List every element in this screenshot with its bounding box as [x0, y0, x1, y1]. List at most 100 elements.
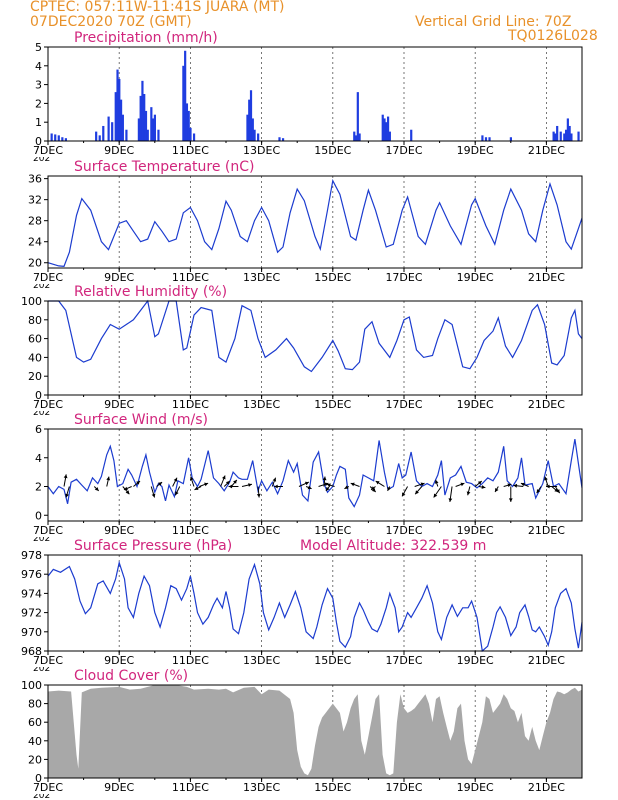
- cloud-cover-year-label: 2020: [33, 791, 56, 800]
- wind-arrow-head: [434, 479, 439, 484]
- wind-arrow-head: [513, 483, 518, 488]
- precipitation-bar: [353, 131, 356, 141]
- precipitation-bar: [125, 129, 128, 141]
- header-run-date: 07DEC2020 70Z (GMT): [30, 14, 192, 30]
- pressure-year-label: 2020: [33, 664, 56, 674]
- precipitation-bar: [184, 50, 187, 142]
- precipitation-bar: [114, 92, 117, 141]
- precipitation-ytick-label: 2: [35, 97, 42, 110]
- pressure-xtick-label: 21DEC: [528, 654, 565, 667]
- pressure-series-line: [47, 560, 583, 653]
- temperature-xtick-label: 15DEC: [314, 271, 351, 284]
- temperature-ytick-label: 28: [28, 215, 42, 228]
- precipitation-bar: [386, 116, 390, 141]
- wind-arrow-head: [194, 486, 199, 490]
- wind-arrow-head: [402, 492, 406, 497]
- precipitation-bar: [385, 122, 388, 141]
- precipitation-bar: [566, 118, 569, 141]
- precipitation-xtick-label: 7DEC: [33, 144, 63, 157]
- precipitation-bar: [281, 138, 285, 141]
- wind-arrow-head: [272, 477, 277, 482]
- precipitation-bar: [102, 125, 105, 141]
- pressure-ytick-label: 974: [21, 587, 42, 600]
- temperature-ytick-label: 36: [28, 173, 42, 186]
- precipitation-bar: [251, 118, 254, 141]
- precipitation-bar: [50, 133, 53, 141]
- precipitation-bar: [187, 110, 190, 141]
- wind-arrow-head: [248, 483, 252, 487]
- precipitation-bar: [381, 114, 384, 141]
- humidity-ytick-label: 0: [35, 389, 42, 402]
- wind-arrow-head: [151, 493, 156, 498]
- humidity-ytick-label: 40: [28, 351, 42, 364]
- wind-arrow-head: [448, 498, 453, 502]
- precipitation-bar: [111, 122, 114, 141]
- wind-xtick-label: 15DEC: [314, 524, 351, 537]
- pressure-frame: [47, 554, 583, 652]
- header-model-code: TQ0126L028: [508, 28, 598, 44]
- header-grid-line: Vertical Grid Line: 70Z: [415, 14, 572, 30]
- wind-arrow-head: [225, 481, 230, 485]
- precipitation-bar: [107, 116, 110, 141]
- cloud-cover-ytick-label: 100: [21, 679, 42, 692]
- precipitation-bar: [139, 95, 142, 141]
- cloud-cover-xtick-label: 13DEC: [243, 781, 280, 794]
- humidity-xtick-label: 11DEC: [172, 398, 209, 411]
- precipitation-bar: [481, 135, 484, 141]
- humidity-series-line: [48, 299, 583, 373]
- humidity-xtick-label: 7DEC: [33, 398, 63, 411]
- wind-arrow-head: [158, 482, 163, 486]
- precipitation-bar: [182, 65, 185, 141]
- pressure-annotation: Model Altitude: 322.539 m: [300, 538, 486, 554]
- wind-xtick-label: 7DEC: [33, 524, 63, 537]
- humidity-xtick-label: 9DEC: [104, 398, 134, 411]
- wind-arrow-head: [307, 485, 312, 490]
- precipitation-bar: [246, 114, 249, 141]
- wind-xtick-label: 11DEC: [172, 524, 209, 537]
- precipitation-xtick-label: 15DEC: [314, 144, 351, 157]
- temperature-xtick-label: 17DEC: [385, 271, 422, 284]
- wind-series-line: [47, 439, 583, 508]
- cloud-cover-ytick-label: 80: [28, 698, 42, 711]
- wind-arrow-head: [508, 498, 513, 502]
- pressure-title: Surface Pressure (hPa): [74, 538, 232, 554]
- wind-arrow-head: [520, 482, 525, 487]
- precipitation-bar: [356, 92, 359, 141]
- precipitation-bar: [488, 137, 491, 141]
- precipitation-bar: [153, 114, 156, 141]
- precipitation-bar: [121, 114, 124, 141]
- wind-ytick-label: 2: [35, 481, 42, 494]
- cloud-cover-ytick-label: 40: [28, 735, 42, 748]
- precipitation-bar: [354, 135, 358, 141]
- wind-arrow-head: [344, 485, 349, 489]
- temperature-ytick-label: 32: [28, 194, 42, 207]
- cloud-cover-xtick-label: 11DEC: [172, 781, 209, 794]
- pressure-xtick-label: 7DEC: [33, 654, 63, 667]
- wind-arrow-head: [415, 490, 419, 495]
- humidity-xtick-label: 13DEC: [243, 398, 280, 411]
- cloud-cover-frame: [47, 684, 583, 779]
- precipitation-bar: [146, 129, 149, 141]
- precipitation-bar: [554, 133, 557, 141]
- precipitation-bar: [257, 133, 260, 141]
- wind-arrow-head: [507, 483, 512, 488]
- precipitation-xtick-label: 21DEC: [528, 144, 565, 157]
- wind-arrow-head: [190, 476, 194, 481]
- wind-arrow-head: [304, 481, 309, 486]
- precipitation-ytick-label: 5: [35, 41, 42, 54]
- precipitation-bar: [568, 125, 571, 141]
- cloud-cover-xtick-label: 9DEC: [104, 781, 134, 794]
- humidity-xtick-label: 19DEC: [457, 398, 494, 411]
- precipitation-frame: [47, 46, 583, 142]
- temperature-xtick-label: 11DEC: [172, 271, 209, 284]
- wind-xtick-label: 17DEC: [385, 524, 422, 537]
- pressure-ytick-label: 978: [21, 549, 42, 562]
- humidity-frame: [47, 300, 583, 396]
- wind-ytick-label: 4: [35, 452, 42, 465]
- precipitation-bar: [559, 131, 562, 141]
- wind-arrow-head: [324, 482, 329, 487]
- wind-arrow-head: [204, 482, 209, 487]
- cloud-cover-ytick-label: 0: [35, 772, 42, 785]
- precipitation-ytick-label: 4: [35, 60, 42, 73]
